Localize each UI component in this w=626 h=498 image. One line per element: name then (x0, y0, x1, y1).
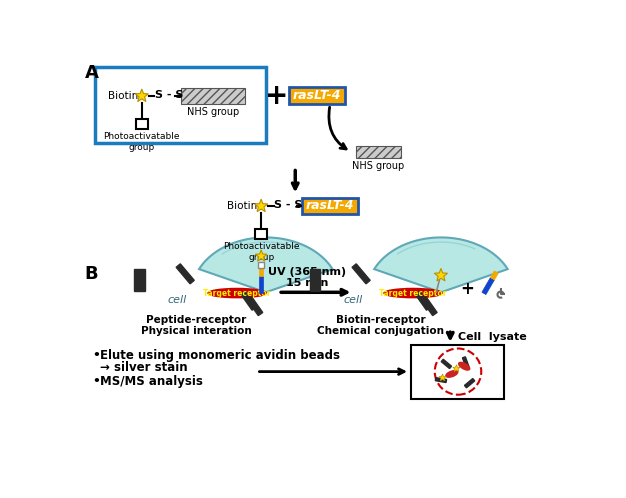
Text: → silver stain: → silver stain (100, 361, 188, 374)
Bar (490, 271, 498, 280)
Text: NHS group: NHS group (187, 107, 239, 117)
Text: Elute using monomeric avidin beads: Elute using monomeric avidin beads (100, 349, 340, 362)
Text: A: A (85, 64, 98, 82)
Polygon shape (434, 268, 448, 281)
Text: B: B (85, 264, 98, 282)
Bar (255, 229, 267, 239)
FancyBboxPatch shape (95, 67, 266, 143)
Text: Target receptor: Target receptor (379, 288, 447, 298)
Text: Cell  lysate: Cell lysate (458, 332, 526, 342)
Bar (134, 269, 139, 291)
Polygon shape (439, 374, 446, 381)
Text: S - S: S - S (274, 200, 303, 210)
Bar (463, 357, 469, 368)
Bar (259, 276, 264, 293)
Bar (441, 359, 451, 369)
Text: Biotin: Biotin (227, 201, 257, 211)
Bar (139, 269, 145, 291)
Polygon shape (135, 89, 148, 102)
Text: MS/MS analysis: MS/MS analysis (100, 374, 203, 387)
Text: NHS group: NHS group (352, 161, 404, 171)
Text: Photoactivatable
group: Photoactivatable group (223, 242, 299, 261)
FancyBboxPatch shape (302, 198, 358, 214)
Bar (352, 264, 370, 284)
Bar (247, 297, 263, 316)
Text: •: • (92, 374, 100, 387)
Text: UV (365 nm)
15 min: UV (365 nm) 15 min (268, 267, 346, 288)
Polygon shape (453, 365, 460, 372)
Text: +: + (460, 280, 475, 298)
Polygon shape (255, 250, 267, 261)
Bar (482, 277, 495, 294)
Bar (259, 268, 264, 276)
Bar (315, 269, 321, 291)
Ellipse shape (446, 371, 458, 377)
Polygon shape (255, 199, 268, 212)
Bar (464, 378, 475, 388)
Text: Target receptor: Target receptor (203, 288, 271, 298)
Bar (310, 269, 315, 291)
Bar (176, 264, 194, 284)
Text: cell: cell (344, 295, 363, 305)
Bar (411, 345, 505, 398)
Text: •: • (92, 349, 100, 362)
Bar (258, 261, 264, 268)
Bar (136, 119, 148, 129)
Bar (356, 146, 401, 157)
Text: S - S: S - S (155, 90, 183, 100)
Bar (182, 88, 245, 104)
Text: Photoactivatable
group: Photoactivatable group (103, 132, 180, 151)
Ellipse shape (459, 363, 470, 370)
Text: cell: cell (168, 295, 187, 305)
Text: Biotin: Biotin (108, 91, 138, 101)
Bar (435, 377, 446, 382)
PathPatch shape (199, 238, 332, 292)
Text: +: + (265, 82, 289, 110)
PathPatch shape (374, 238, 508, 292)
Text: rasLT-4: rasLT-4 (306, 199, 354, 212)
Bar (241, 291, 257, 310)
Bar (415, 291, 431, 310)
FancyBboxPatch shape (289, 88, 345, 104)
Text: Peptide-receptor
Physical interation: Peptide-receptor Physical interation (141, 315, 252, 336)
Text: Biotin-receptor
Chemical conjugation: Biotin-receptor Chemical conjugation (317, 315, 444, 336)
Text: rasLT-4: rasLT-4 (293, 89, 341, 102)
Bar (421, 297, 437, 316)
Ellipse shape (208, 288, 266, 298)
Ellipse shape (384, 288, 442, 298)
